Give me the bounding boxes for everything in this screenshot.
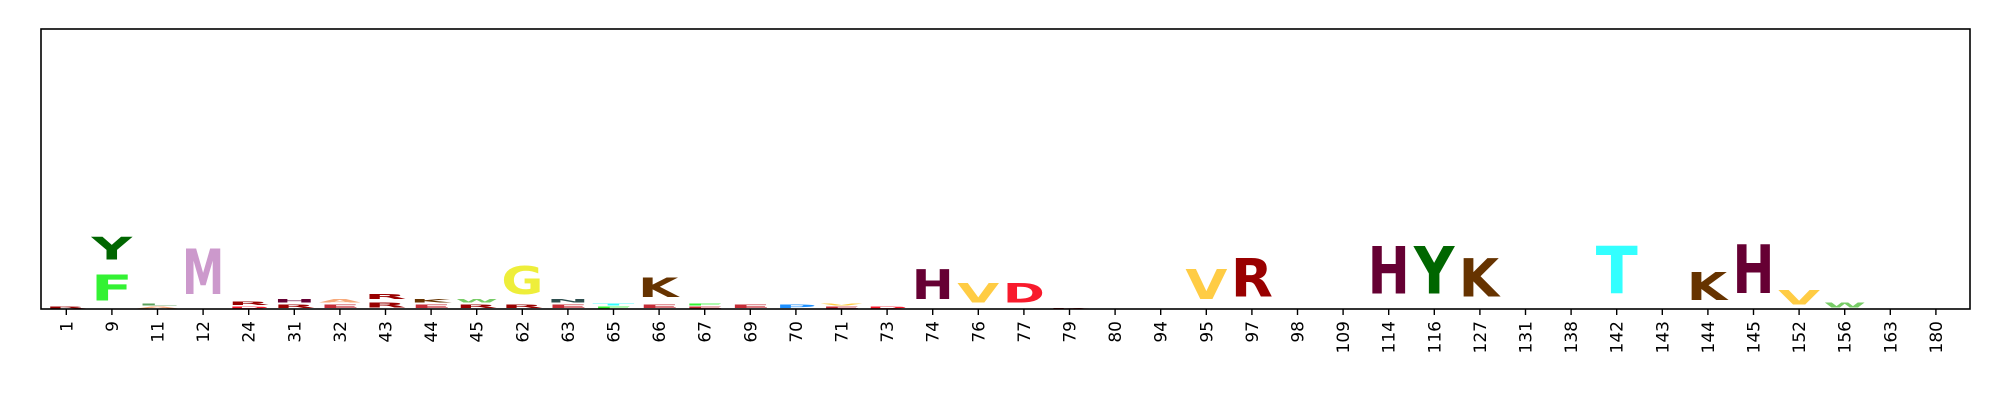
x-tick-label: 1 (57, 321, 77, 332)
x-tick-label: 11 (149, 321, 169, 343)
logo-letter: H (1368, 233, 1410, 309)
logo-letter: Y (1413, 235, 1456, 310)
x-tick-label: 180 (1927, 321, 1947, 353)
x-tick-label: 144 (1699, 321, 1719, 353)
x-tick-label: 79 (1061, 321, 1081, 343)
x-tick-label: 98 (1289, 321, 1309, 343)
logo-letter: P (775, 303, 817, 309)
logo-letter: A (319, 298, 361, 304)
logo-letter: F (684, 303, 726, 306)
x-axis-ticks: 1 9 11 12 24 31 32 43 44 45 62 63 65 66 67 69 70 71 73 74 76… (57, 309, 1947, 353)
x-tick-label: 12 (194, 321, 214, 343)
logo-letter: R (501, 304, 543, 310)
logo-letter: E (821, 306, 863, 309)
x-tick-label: 143 (1653, 321, 1673, 353)
x-tick-label: 9 (103, 321, 123, 332)
x-tick-label: 63 (559, 321, 579, 343)
x-tick-label: 95 (1197, 321, 1217, 343)
logo-letter: V (821, 303, 863, 306)
logo-letter: H (1733, 231, 1775, 309)
logo-letter: W (456, 298, 498, 303)
logo-letter: T (593, 303, 635, 306)
x-tick-label: 97 (1243, 321, 1263, 343)
logo-letter: F (91, 267, 133, 309)
x-tick-label: 152 (1790, 321, 1810, 353)
logo-letter: E (319, 304, 361, 309)
logo-letter: K (1459, 249, 1502, 309)
logo-letter: G (501, 259, 543, 304)
x-tick-label: 70 (787, 321, 807, 343)
logo-letter: R (273, 304, 315, 310)
x-tick-label: 67 (696, 321, 716, 343)
x-tick-label: 43 (377, 321, 397, 343)
x-tick-label: 45 (468, 321, 488, 343)
x-tick-label: 73 (878, 321, 898, 343)
logo-letter: D (228, 306, 270, 309)
x-tick-label: 142 (1608, 321, 1628, 353)
logo-letter: H (912, 262, 954, 309)
plot-frame (40, 28, 1971, 310)
logo-letter: H (273, 298, 315, 304)
x-tick-label: 163 (1881, 321, 1901, 353)
logo-letter: V (1185, 262, 1227, 310)
logo-letter: V (957, 279, 999, 310)
logo-letter: V (1778, 287, 1821, 310)
logo-letter: K (638, 273, 681, 304)
x-tick-label: 145 (1745, 321, 1765, 353)
logo-letter: D (1003, 279, 1045, 310)
logo-letter: R (365, 292, 407, 300)
logo-letter: R (228, 301, 270, 307)
x-tick-label: 109 (1334, 321, 1354, 353)
logo-letter: E (638, 304, 680, 309)
x-tick-label: 44 (422, 321, 442, 343)
x-tick-label: 65 (605, 321, 625, 343)
x-tick-label: 127 (1471, 321, 1491, 353)
logo-letter: E (684, 306, 726, 309)
x-tick-label: 31 (285, 321, 305, 343)
x-tick-label: 24 (240, 321, 260, 343)
logo-letter: R (45, 306, 87, 309)
logo-letter: E (729, 304, 771, 309)
logo-letter: R (365, 301, 407, 309)
x-tick-label: 66 (650, 321, 670, 343)
x-tick-label: 62 (513, 321, 533, 343)
logo-letter: W (1824, 301, 1866, 309)
logo-letter: N (547, 298, 589, 304)
x-tick-label: 116 (1425, 321, 1445, 353)
logo-letter: K (1687, 265, 1729, 310)
logo-letter: Y (90, 231, 133, 267)
logo-letter: E (410, 304, 452, 309)
x-tick-label: 77 (1015, 321, 1035, 343)
logo-letter: K (410, 298, 452, 304)
x-tick-label: 114 (1380, 321, 1400, 353)
x-tick-label: 94 (1152, 321, 1172, 343)
x-tick-label: 32 (331, 321, 351, 343)
x-tick-label: 76 (969, 321, 989, 343)
logo-letter: A (137, 306, 179, 309)
x-tick-label: 138 (1562, 321, 1582, 353)
x-tick-label: 71 (833, 321, 853, 343)
logo-letter: D (866, 306, 908, 309)
x-tick-label: 156 (1836, 321, 1856, 353)
x-tick-label: 131 (1517, 321, 1537, 353)
logo-letter: T (1596, 233, 1638, 309)
logo-letter: E (547, 304, 589, 309)
x-tick-label: 80 (1106, 321, 1126, 343)
logo-letter: R (456, 304, 498, 310)
x-tick-label: 74 (924, 321, 944, 343)
x-tick-label: 69 (741, 321, 761, 343)
logo-letter: L (137, 303, 179, 306)
logo-letter: F (593, 306, 635, 309)
logo-letter: R (1231, 247, 1273, 309)
logo-letter: M (182, 237, 224, 310)
